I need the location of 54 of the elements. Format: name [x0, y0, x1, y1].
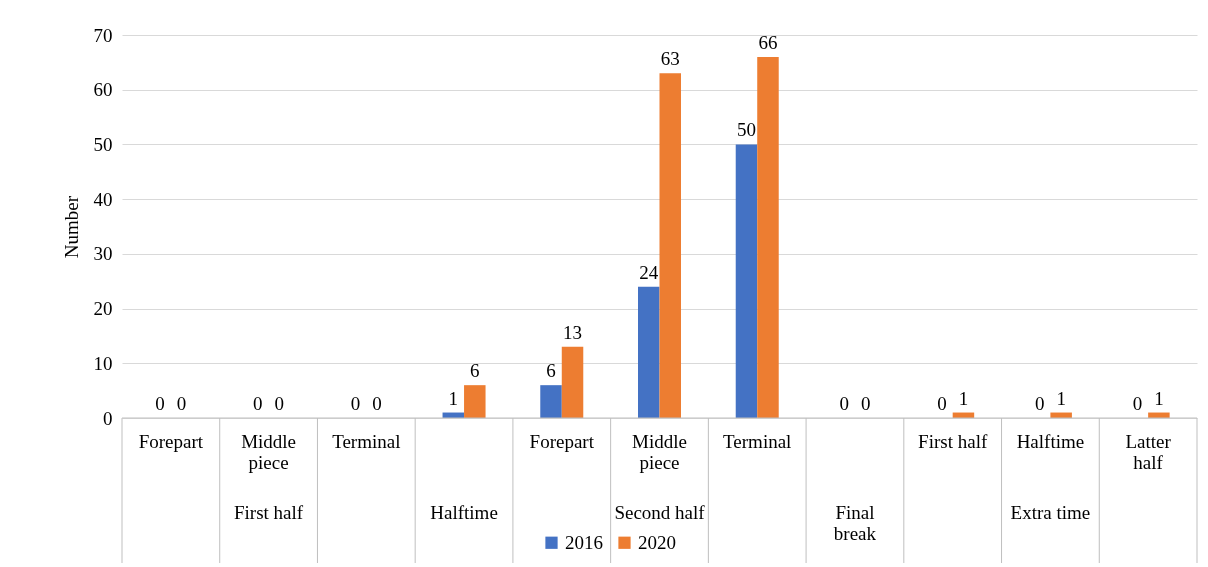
data-label: 0: [839, 393, 849, 414]
data-label: 0: [350, 393, 361, 414]
y-tick-label: 60: [93, 79, 113, 101]
data-label: 1: [1154, 387, 1164, 409]
bar: [561, 346, 584, 418]
data-label: 66: [758, 31, 778, 53]
data-label: 0: [372, 393, 382, 414]
text: Second half: [614, 502, 706, 523]
data-label: 63: [660, 48, 680, 70]
y-tick-label: 0: [103, 407, 113, 429]
data-label: 0: [155, 393, 165, 414]
data-label: 6: [546, 360, 556, 382]
bar: [638, 286, 660, 418]
bar: [659, 73, 681, 418]
legend-label: 2016: [565, 531, 603, 553]
y-tick-label: 70: [93, 24, 113, 46]
text: Final break: [833, 502, 877, 544]
x-tick-label: First half: [918, 431, 988, 452]
bar: [757, 56, 779, 418]
legend-label: 2020: [638, 531, 676, 553]
text: Extra time: [1010, 502, 1091, 523]
data-label: 6: [470, 360, 480, 382]
bar: [735, 144, 758, 418]
y-tick-label: 10: [93, 352, 113, 374]
text: First half: [234, 502, 304, 523]
data-label: 1: [1056, 387, 1066, 409]
data-label: 0: [937, 393, 947, 414]
data-label: 0: [1034, 393, 1045, 414]
x-tick-label: Forepart: [529, 431, 595, 452]
data-label: 0: [176, 393, 187, 414]
x-tick-label: Terminal: [723, 431, 792, 452]
x-tick-label: Terminal: [332, 431, 401, 452]
data-label: 0: [1132, 393, 1143, 414]
bar: [540, 385, 562, 418]
bar: [464, 385, 486, 418]
data-label: 24: [639, 261, 659, 283]
x-tick-label: Latter half: [1125, 431, 1172, 473]
x-tick-label: Halftime: [1016, 431, 1085, 452]
y-tick-label: 40: [93, 188, 113, 210]
y-tick-label: 50: [93, 133, 113, 155]
data-label: 0: [860, 393, 871, 414]
data-label: 1: [448, 387, 459, 409]
data-label: 0: [253, 393, 263, 414]
data-label: 13: [563, 321, 583, 343]
y-tick-label: 30: [93, 243, 113, 265]
text: Halftime: [430, 502, 498, 523]
x-tick-label: Middle piece: [632, 431, 687, 473]
data-label: 0: [274, 393, 285, 414]
x-tick-label: Middle piece: [241, 431, 297, 473]
data-label: 50: [736, 119, 756, 141]
y-tick-label: 20: [93, 298, 113, 320]
x-tick-label: Forepart: [138, 431, 204, 452]
data-label: 1: [958, 387, 969, 409]
y-axis-title: Number: [60, 195, 82, 259]
